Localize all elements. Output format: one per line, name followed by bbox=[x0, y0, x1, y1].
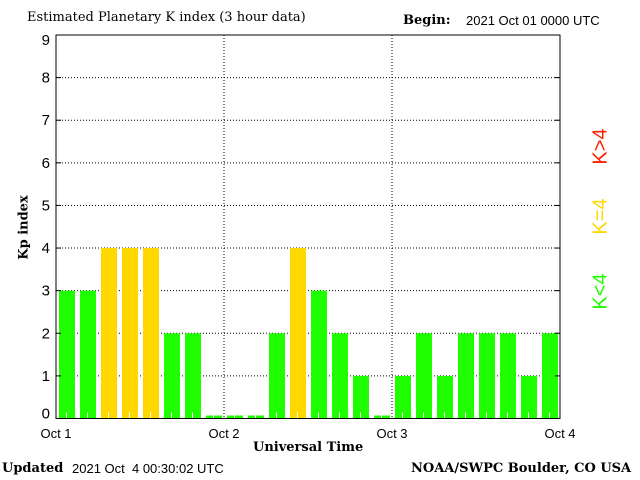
legend-k-less-4: K<4 bbox=[589, 273, 612, 310]
kp-bar bbox=[416, 333, 432, 419]
updated-value: 2021 Oct 4 00:30:02 UTC bbox=[72, 461, 224, 476]
kp-bar bbox=[101, 248, 117, 419]
y-tick-label: 7 bbox=[42, 112, 50, 129]
kp-bar bbox=[542, 333, 558, 419]
x-tick-label: Oct 3 bbox=[376, 426, 407, 441]
y-tick-label: 4 bbox=[42, 240, 50, 257]
kp-bar bbox=[185, 333, 201, 419]
y-tick-label: 1 bbox=[42, 368, 50, 385]
kp-bar bbox=[311, 290, 327, 419]
updated-label: Updated bbox=[2, 461, 64, 476]
x-tick-label: Oct 2 bbox=[208, 426, 239, 441]
y-tick-label: 3 bbox=[42, 283, 50, 300]
y-tick-label: 0 bbox=[42, 406, 50, 423]
y-tick-label: 6 bbox=[42, 155, 50, 172]
kp-bar bbox=[143, 248, 159, 419]
y-tick-label: 2 bbox=[42, 325, 50, 342]
kp-bar bbox=[437, 375, 453, 419]
x-axis-label: Universal Time bbox=[253, 440, 364, 455]
y-tick-label: 9 bbox=[42, 32, 50, 49]
kp-bar bbox=[332, 333, 348, 419]
kp-bar bbox=[80, 290, 96, 419]
y-tick-label: 5 bbox=[42, 197, 50, 214]
x-tick-label: Oct 1 bbox=[40, 426, 71, 441]
kp-bar bbox=[500, 333, 516, 419]
chart-title: Estimated Planetary K index (3 hour data… bbox=[27, 10, 306, 25]
kp-bar bbox=[395, 375, 411, 419]
kp-bar bbox=[59, 290, 75, 419]
begin-value: 2021 Oct 01 0000 UTC bbox=[466, 13, 600, 28]
y-axis-label: Kp index bbox=[16, 195, 32, 260]
kp-bar bbox=[353, 375, 369, 419]
legend-k-greater-4: K>4 bbox=[589, 128, 612, 165]
legend-k-equal-4: K=4 bbox=[589, 198, 612, 235]
plot-frame bbox=[55, 34, 561, 419]
x-tick-label: Oct 4 bbox=[544, 426, 575, 441]
begin-label: Begin: bbox=[403, 13, 451, 28]
kp-bar bbox=[164, 333, 180, 419]
kp-bar bbox=[521, 375, 537, 419]
kp-bar bbox=[290, 248, 306, 419]
kp-bar bbox=[458, 333, 474, 419]
kp-bar bbox=[122, 248, 138, 419]
y-tick-label: 8 bbox=[42, 70, 50, 87]
kp-bar bbox=[269, 333, 285, 419]
kp-bar bbox=[479, 333, 495, 419]
source-credit: NOAA/SWPC Boulder, CO USA bbox=[411, 461, 632, 476]
